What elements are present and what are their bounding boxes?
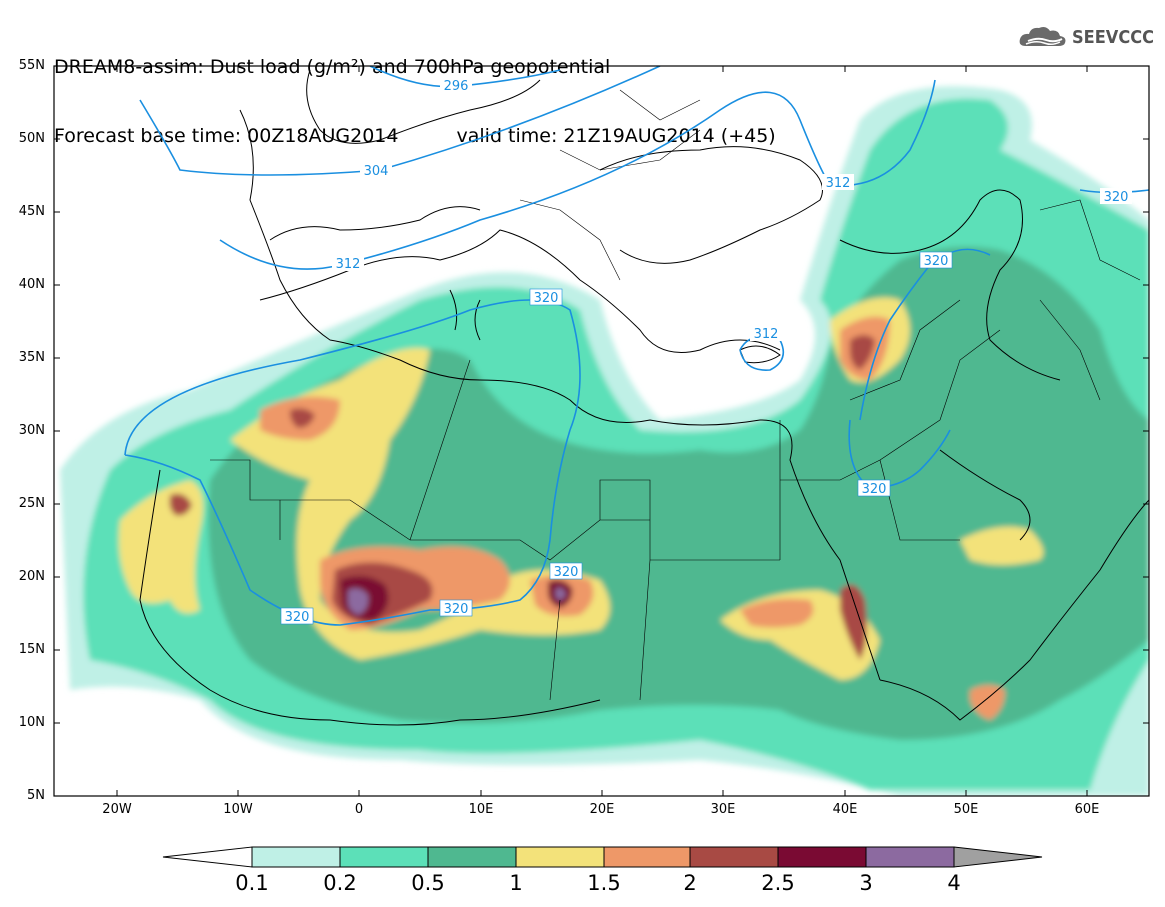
lon-label: 30E <box>710 802 736 817</box>
colorbar-label: 2 <box>683 871 697 895</box>
dust-level-2-5-redsea <box>840 584 867 660</box>
dust-level-1-5-yemen <box>970 685 1005 720</box>
svg-text:320: 320 <box>444 602 469 617</box>
colorbar-label: 1.5 <box>587 871 621 895</box>
contour-label: 320 <box>857 479 891 497</box>
colorbar-swatch <box>603 846 691 868</box>
svg-text:304: 304 <box>364 164 389 179</box>
colorbar-swatch <box>427 846 517 868</box>
svg-text:320: 320 <box>1104 190 1129 205</box>
cloud-icon <box>1019 27 1066 46</box>
colorbar-label: 0.2 <box>323 871 357 895</box>
contour-label: 320 <box>529 288 563 306</box>
colorbar-swatch <box>865 846 955 868</box>
lon-label: 0 <box>354 802 364 817</box>
contour-label: 304 <box>360 162 392 179</box>
svg-text:312: 312 <box>826 176 851 191</box>
lat-label: 30N <box>18 423 45 438</box>
colorbar-label: 4 <box>947 871 961 895</box>
logo-text: SEEVCCC <box>1072 26 1154 48</box>
colorbar-label: 3 <box>859 871 873 895</box>
colorbar-swatch <box>339 846 429 868</box>
colorbar-label: 0.5 <box>411 871 445 895</box>
colorbar-swatch <box>777 846 867 868</box>
map-header: DREAM8-assim: Dust load (g/m²) and 700hP… <box>54 10 776 171</box>
colorbar-label: 1 <box>509 871 523 895</box>
dust-level-4-chad <box>555 587 566 600</box>
dust-level-1-5-sudan <box>740 598 814 628</box>
lon-label: 20W <box>102 802 132 817</box>
lat-label: 40N <box>18 277 45 292</box>
contour-label: 312 <box>332 255 364 272</box>
colorbar-min-arrow <box>162 846 253 868</box>
svg-text:312: 312 <box>754 327 779 342</box>
lon-label: 40E <box>832 802 858 817</box>
svg-text:312: 312 <box>336 257 361 272</box>
contour-label: 312 <box>750 325 782 342</box>
axis-ticks <box>54 66 1149 796</box>
contour-label: 312 <box>822 174 854 191</box>
lat-label: 15N <box>18 642 45 657</box>
dust-level-2-5-morocco <box>290 408 315 428</box>
lat-label: 50N <box>18 131 45 146</box>
colorbar-swatch <box>689 846 779 868</box>
dust-level-2-5-wsahara <box>169 493 192 516</box>
dust-level-2-5-iraq <box>850 335 875 370</box>
lat-label: 10N <box>18 715 45 730</box>
country-borders <box>210 89 1141 701</box>
lat-label: 5N <box>27 788 45 803</box>
dust-shading <box>60 86 1149 796</box>
svg-text:320: 320 <box>285 610 310 625</box>
seevccc-logo: SEEVCCC <box>1018 24 1154 50</box>
dust-level-1-oman <box>960 526 1044 565</box>
dust-level-0-5 <box>208 246 1149 740</box>
colorbar-swatch <box>515 846 605 868</box>
lat-label: 55N <box>18 58 45 73</box>
lat-label: 20N <box>18 569 45 584</box>
colorbar-label: 2.5 <box>761 871 795 895</box>
lon-label: 20E <box>589 802 615 817</box>
lon-label: 50E <box>953 802 979 817</box>
colorbar-max-arrow <box>953 846 1043 868</box>
lon-label: 60E <box>1074 802 1100 817</box>
svg-text:320: 320 <box>554 565 579 580</box>
colorbar <box>162 846 1043 868</box>
contour-label: 320 <box>919 251 953 269</box>
svg-text:320: 320 <box>862 482 887 497</box>
lon-label: 10W <box>223 802 253 817</box>
contour-label: 320 <box>439 599 473 617</box>
contour-label-group: 296 304 312 312 312 320 320 320 320 320 … <box>280 77 1132 625</box>
svg-text:320: 320 <box>924 254 949 269</box>
svg-text:296: 296 <box>444 79 469 94</box>
contour-label: 320 <box>1100 188 1132 205</box>
valid-time: valid time: 21Z19AUG2014 (+45) <box>456 125 776 147</box>
map-title: DREAM8-assim: Dust load (g/m²) and 700hP… <box>54 56 611 78</box>
contour-label: 320 <box>280 607 314 625</box>
dust-level-4 <box>347 588 369 615</box>
svg-text:320: 320 <box>534 291 559 306</box>
contour-label: 296 <box>440 77 472 94</box>
lat-label: 25N <box>18 496 45 511</box>
colorbar-swatch <box>251 846 341 868</box>
contour-label: 320 <box>549 562 583 580</box>
lon-label: 10E <box>468 802 494 817</box>
lat-label: 45N <box>18 204 45 219</box>
forecast-time-row: Forecast base time: 00Z18AUG2014 valid t… <box>54 125 776 148</box>
colorbar-label: 0.1 <box>235 871 269 895</box>
lat-label: 35N <box>18 350 45 365</box>
forecast-base-time: Forecast base time: 00Z18AUG2014 <box>54 125 399 147</box>
